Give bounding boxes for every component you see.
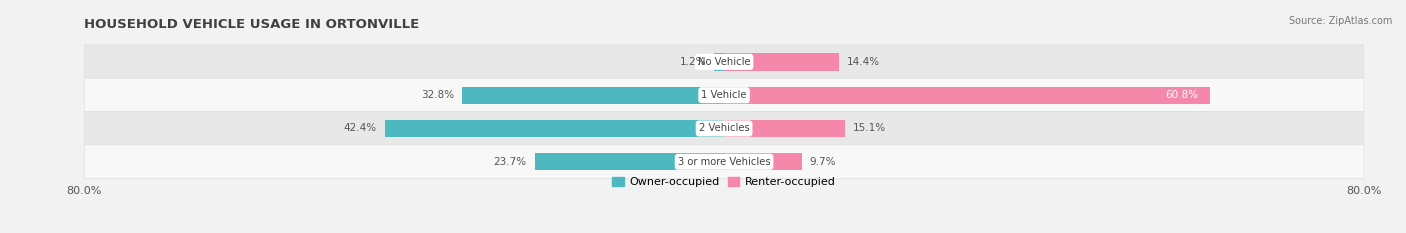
Text: 9.7%: 9.7% (810, 157, 837, 167)
Bar (714, 53, 724, 71)
FancyBboxPatch shape (84, 78, 1364, 112)
Text: 2 Vehicles: 2 Vehicles (699, 123, 749, 134)
Bar (724, 53, 839, 71)
Bar (385, 120, 724, 137)
FancyBboxPatch shape (84, 112, 1364, 145)
Bar (724, 153, 801, 170)
Text: 1 Vehicle: 1 Vehicle (702, 90, 747, 100)
FancyBboxPatch shape (84, 45, 1364, 79)
Text: 42.4%: 42.4% (344, 123, 377, 134)
Text: 3 or more Vehicles: 3 or more Vehicles (678, 157, 770, 167)
Text: 60.8%: 60.8% (1166, 90, 1198, 100)
Text: No Vehicle: No Vehicle (697, 57, 751, 67)
FancyBboxPatch shape (84, 145, 1364, 179)
Bar (724, 86, 1211, 104)
Text: 23.7%: 23.7% (494, 157, 527, 167)
Text: 32.8%: 32.8% (420, 90, 454, 100)
Bar (724, 120, 845, 137)
Text: Source: ZipAtlas.com: Source: ZipAtlas.com (1288, 16, 1392, 26)
Text: 15.1%: 15.1% (853, 123, 886, 134)
Legend: Owner-occupied, Renter-occupied: Owner-occupied, Renter-occupied (613, 177, 835, 187)
Bar (461, 86, 724, 104)
Text: 14.4%: 14.4% (848, 57, 880, 67)
Text: HOUSEHOLD VEHICLE USAGE IN ORTONVILLE: HOUSEHOLD VEHICLE USAGE IN ORTONVILLE (84, 18, 419, 31)
Bar (534, 153, 724, 170)
Text: 1.2%: 1.2% (681, 57, 706, 67)
